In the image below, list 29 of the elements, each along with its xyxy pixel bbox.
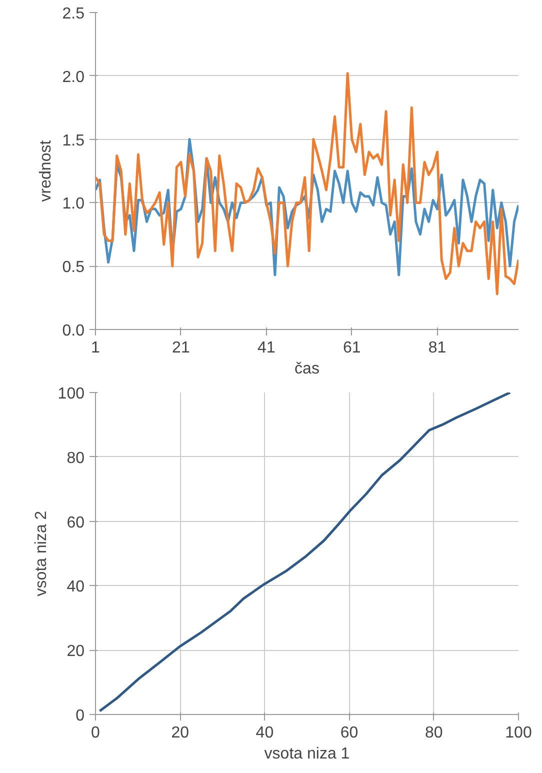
y-tick-label: 2.5 xyxy=(62,6,85,22)
y-tick-label: 1.0 xyxy=(62,196,85,213)
y-tick-label: 100 xyxy=(58,386,85,402)
x-tick-label: 100 xyxy=(505,724,532,742)
x-tick-label: 60 xyxy=(340,724,358,742)
x-axis-title: vsota niza 1 xyxy=(264,746,350,762)
x-tick-label: 20 xyxy=(171,724,190,742)
y-tick-label: 60 xyxy=(66,514,85,532)
y-tick-label: 0.0 xyxy=(62,322,85,340)
line-series xyxy=(96,72,518,296)
x-axis-title: čas xyxy=(294,360,320,378)
x-tick-label: 0 xyxy=(91,724,100,742)
y-tick-label: 0.5 xyxy=(62,259,85,276)
x-tick-label: 80 xyxy=(425,724,443,742)
y-tick-label: 2.0 xyxy=(62,68,85,86)
line-series xyxy=(98,392,512,712)
y-tick-label: 1.5 xyxy=(62,132,85,150)
x-tick-label: 41 xyxy=(258,340,276,356)
y-tick-label: 0 xyxy=(76,708,85,724)
y-tick-label: 80 xyxy=(66,450,85,467)
x-tick-label: 40 xyxy=(256,724,274,742)
x-tick-label: 21 xyxy=(172,340,190,356)
x-tick-label: 81 xyxy=(428,340,446,356)
x-tick-label: 61 xyxy=(342,340,361,356)
y-tick-label: 20 xyxy=(66,643,85,660)
y-axis-title: vsota niza 2 xyxy=(32,510,50,596)
x-tick-label: 1 xyxy=(91,340,100,356)
y-axis-title: vrednost xyxy=(37,140,54,202)
y-tick-label: 40 xyxy=(66,578,85,596)
